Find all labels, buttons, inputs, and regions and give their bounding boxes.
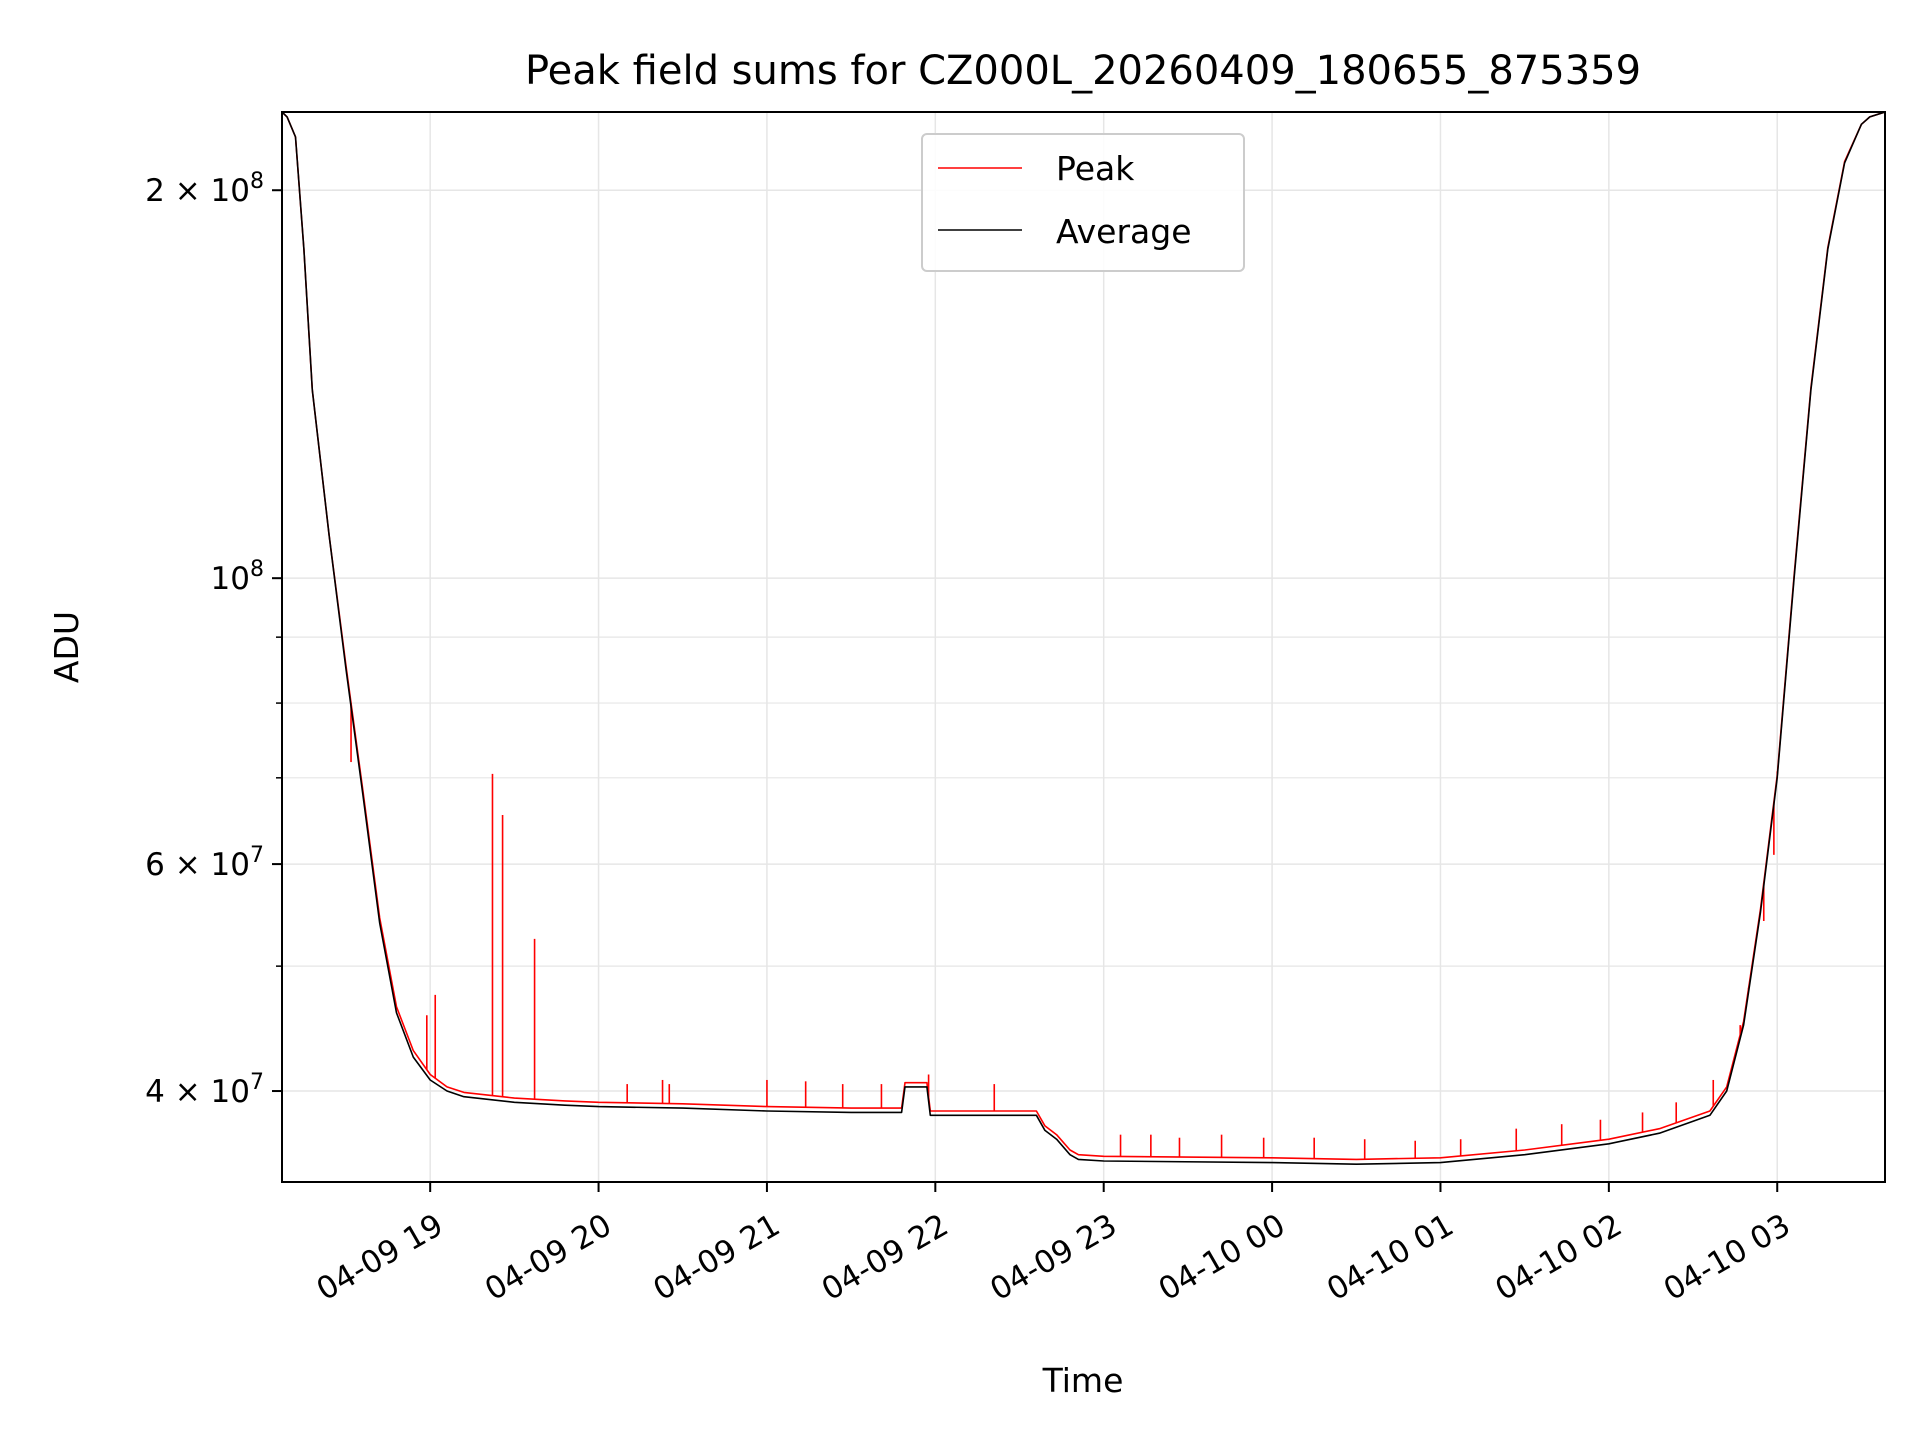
series-layer (282, 112, 1885, 1165)
y-tick-label: 4 × 107 (145, 1070, 264, 1110)
y-tick-label-base: 6 × 10 (145, 847, 250, 883)
chart-title: Peak field sums for CZ000L_20260409_1806… (525, 48, 1641, 94)
y-tick-label-exponent: 8 (250, 557, 264, 582)
grid-lines (282, 112, 1885, 1182)
y-tick-label-base: 2 × 10 (145, 173, 250, 209)
y-tick-label-base: 4 × 10 (145, 1074, 250, 1110)
plot-frame (281, 111, 1886, 1183)
series-average (282, 112, 1885, 1165)
y-tick-label: 6 × 107 (145, 843, 264, 883)
legend: Peak Average (921, 133, 1245, 272)
x-axis-label: Time (1042, 1361, 1124, 1400)
series-line-average (282, 112, 1885, 1165)
legend-peak-label: Peak (1056, 149, 1135, 188)
y-axis-label: ADU (47, 611, 86, 683)
y-tick-label-exponent: 8 (250, 169, 264, 194)
y-tick-label: 2 × 108 (145, 169, 264, 209)
y-tick-label: 108 (211, 557, 264, 597)
legend-average-label: Average (1056, 212, 1192, 251)
y-tick-label-exponent: 7 (250, 843, 264, 868)
y-tick-label-exponent: 7 (250, 1070, 264, 1095)
y-tick-label-base: 10 (211, 561, 250, 597)
